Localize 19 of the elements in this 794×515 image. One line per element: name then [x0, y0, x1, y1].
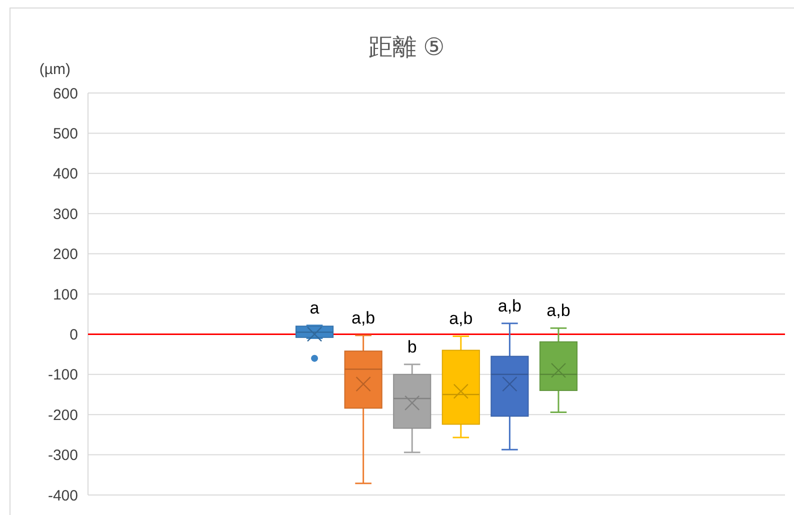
- y-axis-title: (µm): [39, 61, 71, 78]
- y-tick-label: 500: [52, 125, 78, 142]
- y-tick-label: 600: [52, 85, 78, 102]
- y-tick-label: -300: [48, 447, 78, 464]
- annotation: b: [407, 337, 417, 356]
- y-tick-label: 400: [52, 166, 78, 183]
- annotation: a,b: [351, 308, 376, 328]
- annotation: a: [310, 298, 320, 318]
- y-tick-label: -100: [48, 366, 78, 384]
- y-tick-label: 0: [70, 326, 78, 344]
- y-tick-label: 300: [52, 206, 78, 223]
- y-tick-label: 200: [52, 246, 78, 264]
- y-tick-label: 100: [52, 286, 78, 304]
- y-tick-label: -400: [48, 487, 78, 504]
- annotation: a,b: [498, 296, 522, 316]
- chart-title: 距離 ⑤: [368, 34, 445, 61]
- annotation: a,b: [546, 301, 570, 320]
- y-tick-label: -200: [48, 406, 78, 424]
- annotation: a,b: [449, 309, 473, 328]
